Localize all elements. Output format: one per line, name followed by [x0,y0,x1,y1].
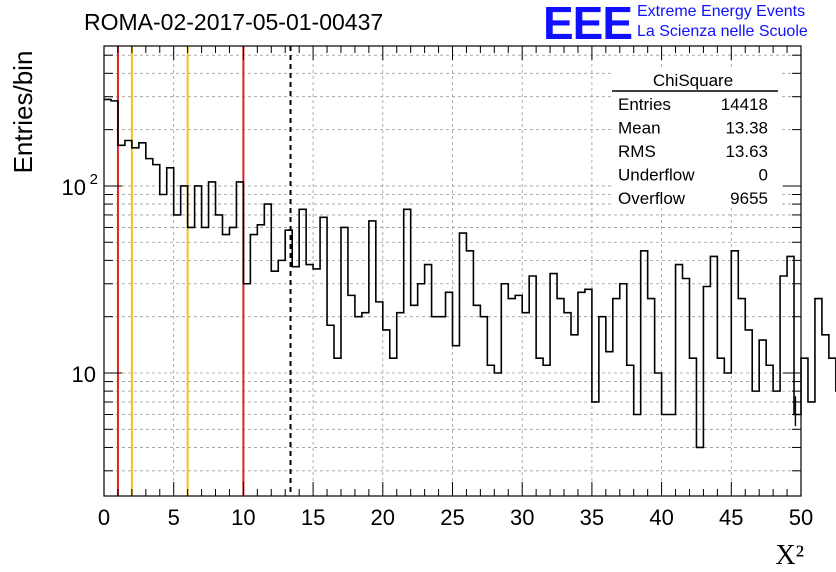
y-axis-label: Entries/bin [8,51,38,174]
stats-value: 13.63 [725,142,768,161]
y-tick-label: 10 [72,362,96,387]
x-tick-label: 45 [719,505,743,530]
stats-value: 14418 [721,95,768,114]
x-tick-label: 25 [440,505,464,530]
y-tick-exponent: 2 [90,171,98,188]
stats-value: 13.38 [725,119,768,138]
x-tick-label: 5 [168,505,180,530]
x-tick-label: 15 [301,505,325,530]
x-tick-label: 50 [789,505,813,530]
stats-label: Overflow [618,189,686,208]
x-tick-label: 0 [98,505,110,530]
stats-title: ChiSquare [653,71,733,90]
logo-line-1: Extreme Energy Events [637,3,806,20]
eee-logo: EEE [543,0,633,49]
stats-label: Entries [618,95,671,114]
x-tick-label: 35 [580,505,604,530]
stats-label: Mean [618,119,661,138]
x-axis-label: X² [775,540,804,571]
x-tick-label: 20 [371,505,395,530]
stats-value: 0 [759,166,768,185]
cut-lines-layer [116,46,292,496]
stats-label: Underflow [618,166,695,185]
stats-value: 9655 [730,189,768,208]
x-tick-label: 30 [510,505,534,530]
y-tick-label: 10 [62,175,86,200]
stats-box: ChiSquare Entries 14418 Mean 13.38 RMS 13.63 Un… [612,68,780,208]
run-title: ROMA-02-2017-05-01-00437 [84,9,384,35]
x-tick-label: 40 [649,505,673,530]
stats-label: RMS [618,142,656,161]
logo-line-2: La Scienza nelle Scuole [637,23,808,40]
x-tick-label: 10 [231,505,255,530]
